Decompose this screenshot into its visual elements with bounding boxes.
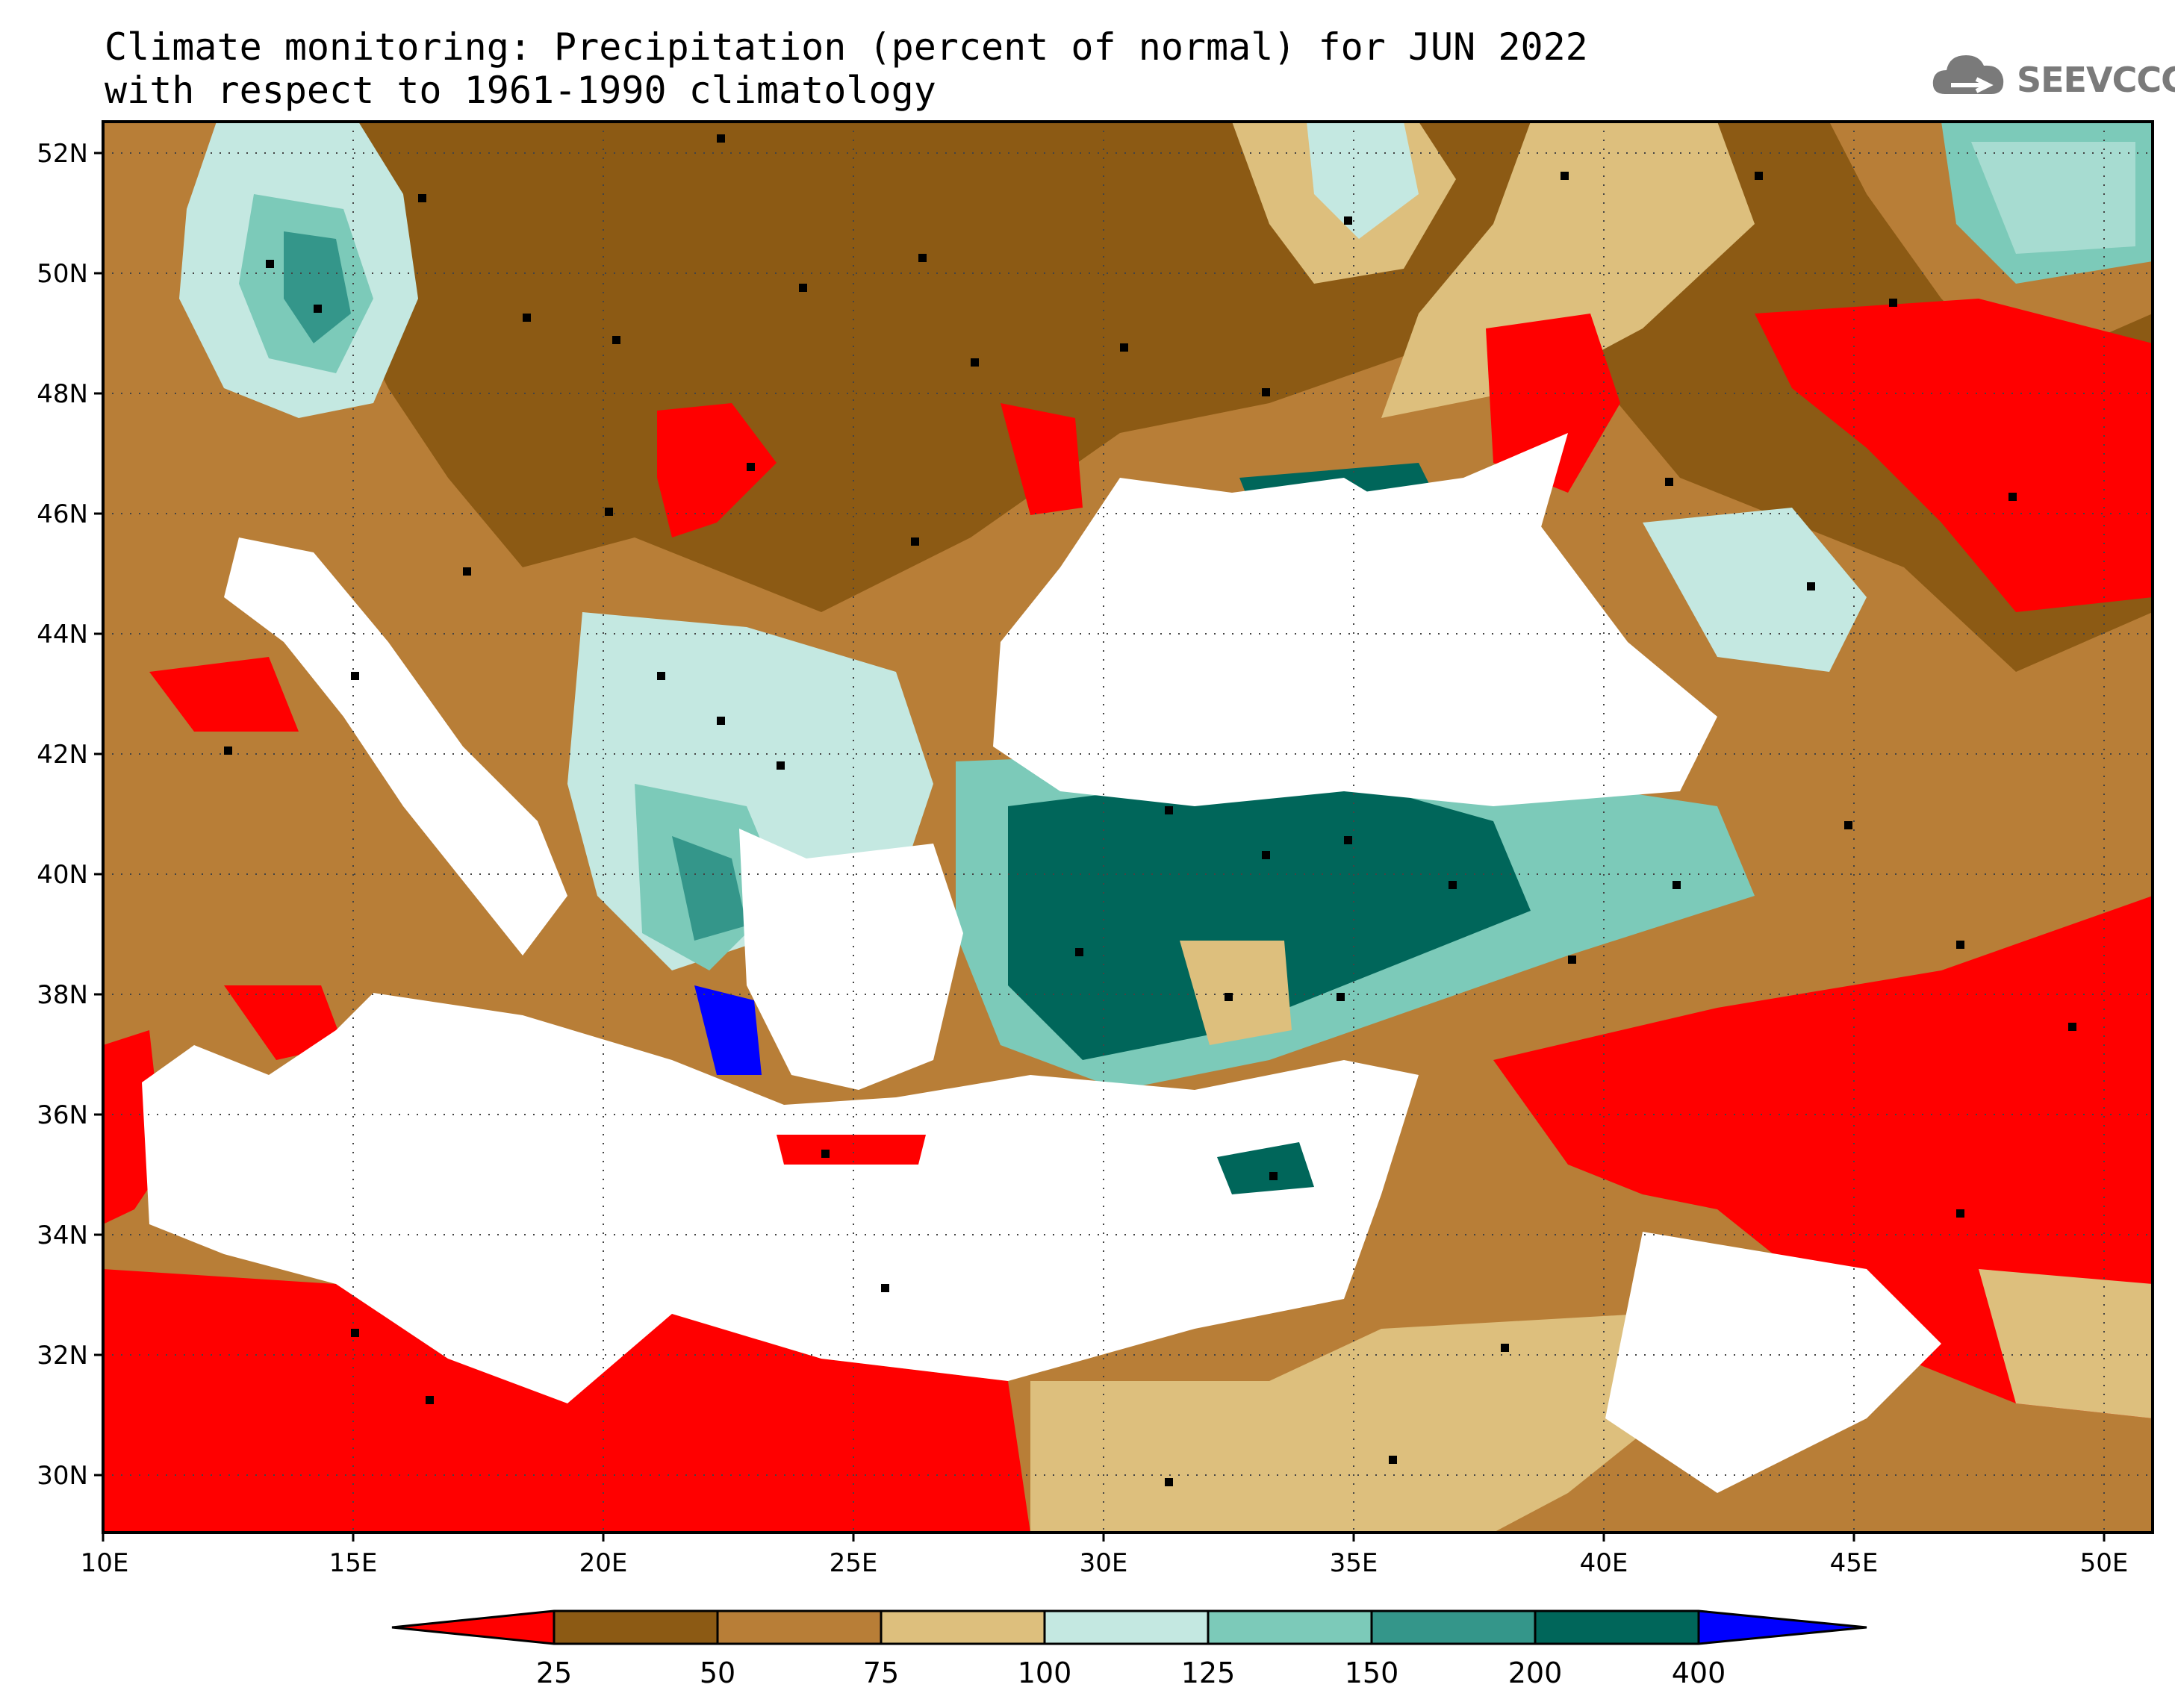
lat-labels: 52N 50N 48N 46N 44N 42N 40N 38N 36N 34N … xyxy=(37,139,88,1491)
colorbar-segment xyxy=(718,1611,881,1644)
region-very-wet-greece xyxy=(672,836,747,941)
region-very-wet-czech xyxy=(284,231,351,343)
sea-black-sea xyxy=(993,478,1717,806)
lon-label: 50E xyxy=(2080,1548,2129,1578)
lat-label: 52N xyxy=(37,139,88,169)
colorbar-label: 25 xyxy=(536,1656,572,1689)
sea-azov-crimea-area xyxy=(1359,433,1568,552)
region-wet-caucasus xyxy=(1643,508,1867,672)
lon-label: 45E xyxy=(1830,1548,1879,1578)
colorbar-segment xyxy=(1045,1611,1208,1644)
lat-label: 30N xyxy=(37,1461,88,1491)
region-very-dry-hungary xyxy=(657,403,777,537)
colorbar-label: 400 xyxy=(1672,1656,1726,1689)
lat-label: 32N xyxy=(37,1341,88,1371)
map-title-line1: Climate monitoring: Precipitation (perce… xyxy=(105,25,1588,69)
colorbar-label: 100 xyxy=(1018,1656,1072,1689)
lat-label: 36N xyxy=(37,1100,88,1130)
colorbar-label: 50 xyxy=(700,1656,735,1689)
sea-aegean xyxy=(739,829,963,1090)
lat-label: 46N xyxy=(37,499,88,529)
region-very-dry-russia-south xyxy=(1755,299,2153,612)
lat-label: 42N xyxy=(37,740,88,770)
region-near-normal-central-turkey xyxy=(1180,941,1292,1045)
region-no-data-arabia xyxy=(1605,1232,1941,1493)
region-extreme-wet-anatolia xyxy=(1008,769,1531,1060)
region-very-dry-sicily xyxy=(224,985,343,1060)
sea-adriatic xyxy=(224,537,567,956)
graticule xyxy=(103,122,2153,1533)
sea-mediterranean xyxy=(142,993,1419,1403)
colorbar-label: 125 xyxy=(1181,1656,1236,1689)
region-near-normal-egypt xyxy=(1030,1314,1680,1533)
lat-label: 50N xyxy=(37,259,88,289)
region-very-dry-ukraine-east xyxy=(1486,314,1620,493)
island-cyprus xyxy=(1217,1142,1314,1194)
region-wet-ukraine xyxy=(1307,122,1419,239)
region-near-normal-russia xyxy=(1381,122,1755,418)
lat-label: 48N xyxy=(37,379,88,409)
colorbar-arrow-left xyxy=(392,1611,554,1644)
colorbar-arrow-right xyxy=(1699,1611,1867,1644)
colorbar-segment xyxy=(1208,1611,1372,1644)
map-title-line2: with respect to 1961-1990 climatology xyxy=(105,69,936,112)
colorbar-segment xyxy=(1535,1611,1699,1644)
lat-label: 40N xyxy=(37,860,88,890)
lat-label: 38N xyxy=(37,980,88,1010)
lat-label: 34N xyxy=(37,1221,88,1250)
colorbar-segment xyxy=(1372,1611,1535,1644)
lon-label: 25E xyxy=(830,1548,878,1578)
lon-label: 20E xyxy=(579,1548,628,1578)
colorbar-label: 75 xyxy=(863,1656,899,1689)
station-markers xyxy=(224,134,2076,1486)
seevccc-logo: SEEVCCC xyxy=(1929,42,2175,109)
logo-text: SEEVCCC xyxy=(2017,60,2175,100)
lat-label: 44N xyxy=(37,620,88,649)
lon-label: 30E xyxy=(1080,1548,1128,1578)
region-very-dry-italy xyxy=(149,657,299,732)
lon-labels: 10E 15E 20E 25E 30E 35E 40E 45E 50E xyxy=(81,1548,2129,1578)
map-fill-layer xyxy=(103,122,2153,1533)
region-very-dry-moldova xyxy=(1001,403,1083,515)
region-near-normal-gulf xyxy=(1979,1269,2153,1418)
island-crete xyxy=(777,1135,926,1165)
region-wet-light-russia-ne xyxy=(1971,142,2135,254)
lon-label: 35E xyxy=(1330,1548,1378,1578)
axis-ticks xyxy=(94,152,2106,1542)
cloud-icon xyxy=(1932,55,2004,94)
lon-label: 40E xyxy=(1580,1548,1628,1578)
region-record-wet-peloponnese xyxy=(694,985,762,1075)
map-frame xyxy=(102,120,2154,1534)
colorbar: 25 50 75 100 125 150 200 400 xyxy=(391,1609,1867,1689)
colorbar-label: 150 xyxy=(1345,1656,1399,1689)
colorbar-segment xyxy=(881,1611,1045,1644)
colorbar-label: 200 xyxy=(1508,1656,1563,1689)
colorbar-segment xyxy=(554,1611,718,1644)
lon-label: 10E xyxy=(81,1548,129,1578)
lon-label: 15E xyxy=(329,1548,378,1578)
